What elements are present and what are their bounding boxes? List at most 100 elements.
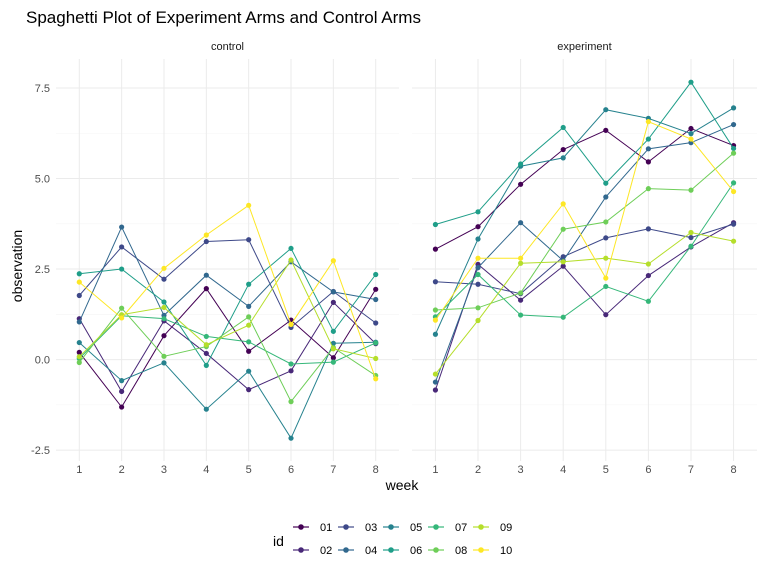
series-line-control-01 <box>78 287 377 408</box>
data-point-experiment-06 <box>688 79 694 85</box>
x-tick-label: 5 <box>246 464 252 476</box>
data-point-experiment-04 <box>518 220 524 226</box>
data-point-experiment-07 <box>560 314 566 320</box>
data-point-experiment-01 <box>432 246 439 252</box>
legend-title: id <box>273 533 284 549</box>
data-point-control-09 <box>203 342 209 348</box>
data-point-experiment-10 <box>432 317 439 323</box>
legend-label-05: 05 <box>410 522 422 534</box>
data-point-experiment-01 <box>475 224 481 230</box>
data-point-experiment-08 <box>688 187 694 193</box>
data-point-control-01 <box>203 286 209 292</box>
data-point-control-01 <box>246 348 252 354</box>
data-point-experiment-09 <box>730 238 737 244</box>
data-point-experiment-10 <box>730 188 737 195</box>
legend-label-02: 02 <box>320 545 332 557</box>
data-point-experiment-04 <box>645 146 651 152</box>
data-point-experiment-03 <box>645 226 651 232</box>
data-point-experiment-05 <box>730 105 737 111</box>
data-point-experiment-07 <box>603 283 609 290</box>
legend-label-03: 03 <box>365 522 377 534</box>
data-point-control-10 <box>119 315 125 321</box>
x-tick-label: 6 <box>288 464 294 476</box>
series-line-experiment-06 <box>435 81 734 225</box>
x-tick-label: 7 <box>330 464 336 476</box>
data-point-experiment-09 <box>603 255 609 261</box>
data-point-control-10 <box>373 376 379 382</box>
data-point-experiment-08 <box>432 307 439 313</box>
data-point-control-03 <box>246 237 252 243</box>
x-axis-title: week <box>385 477 420 493</box>
series-line-experiment-10 <box>435 120 734 321</box>
legend-key-point-07 <box>433 524 439 530</box>
chart-title: Spaghetti Plot of Experiment Arms and Co… <box>26 8 421 27</box>
x-tick-label: 8 <box>373 464 379 476</box>
data-point-experiment-07 <box>645 298 651 304</box>
data-point-control-03 <box>76 292 82 299</box>
data-point-control-09 <box>246 322 252 328</box>
data-point-control-04 <box>330 289 336 295</box>
series-line-control-02 <box>78 301 377 393</box>
data-point-experiment-06 <box>432 221 439 228</box>
series-line-experiment-05 <box>434 107 734 335</box>
data-point-control-04 <box>119 224 125 230</box>
data-point-control-08 <box>246 314 252 320</box>
data-point-experiment-08 <box>475 305 481 311</box>
data-point-control-05 <box>246 368 252 374</box>
legend-label-04: 04 <box>365 545 377 557</box>
series-line-experiment-01 <box>435 127 734 250</box>
legend-key-point-08 <box>433 547 439 553</box>
series-line-experiment-07 <box>435 182 734 318</box>
strip-label-control: control <box>211 41 244 53</box>
series-line-experiment-02 <box>434 222 734 391</box>
data-point-control-03 <box>119 244 125 250</box>
data-point-control-04 <box>76 319 82 325</box>
legend-key-point-09 <box>478 524 484 530</box>
legend-key-point-02 <box>298 547 304 553</box>
data-point-control-06 <box>288 245 294 252</box>
data-point-experiment-02 <box>518 297 524 303</box>
data-point-control-09 <box>330 346 336 352</box>
x-tick-label: 3 <box>518 464 524 476</box>
data-point-control-04 <box>203 272 209 278</box>
data-point-experiment-07 <box>688 243 694 249</box>
y-tick-label: 7.5 <box>35 83 50 95</box>
data-point-control-07 <box>161 316 167 322</box>
data-point-control-09 <box>288 257 294 263</box>
legend-label-06: 06 <box>410 545 422 557</box>
x-tick-label: 2 <box>475 464 481 476</box>
data-point-experiment-09 <box>432 371 439 377</box>
data-point-control-09 <box>373 355 379 362</box>
data-point-experiment-03 <box>475 281 481 287</box>
data-point-control-01 <box>373 286 379 292</box>
data-point-control-09 <box>76 354 82 360</box>
data-point-control-06 <box>161 299 167 305</box>
data-point-experiment-06 <box>603 180 609 186</box>
data-point-control-07 <box>330 359 336 365</box>
data-point-control-07 <box>246 339 252 345</box>
data-point-experiment-08 <box>603 219 609 225</box>
x-tick-label: 8 <box>731 464 737 476</box>
y-tick-label: 0.0 <box>35 355 50 367</box>
data-point-control-09 <box>161 304 167 311</box>
data-point-control-06 <box>119 266 125 272</box>
data-point-experiment-05 <box>432 331 439 337</box>
data-point-control-01 <box>161 333 167 339</box>
data-point-experiment-08 <box>518 290 524 296</box>
legend-key-point-06 <box>388 547 394 553</box>
series-line-experiment-08 <box>435 152 734 311</box>
data-point-experiment-02 <box>560 263 566 269</box>
data-point-control-06 <box>246 281 252 287</box>
data-point-control-02 <box>203 350 209 357</box>
data-point-experiment-04 <box>730 121 737 128</box>
data-point-experiment-09 <box>645 261 651 267</box>
x-tick-label: 7 <box>688 464 694 476</box>
series-line-control-09 <box>78 258 376 359</box>
data-point-control-10 <box>161 265 167 271</box>
y-axis-title: observation <box>9 230 25 302</box>
data-point-control-06 <box>76 271 82 277</box>
data-point-experiment-02 <box>603 312 609 318</box>
x-tick-label: 2 <box>119 464 125 476</box>
data-point-experiment-09 <box>688 229 694 236</box>
data-point-experiment-10 <box>688 136 694 142</box>
